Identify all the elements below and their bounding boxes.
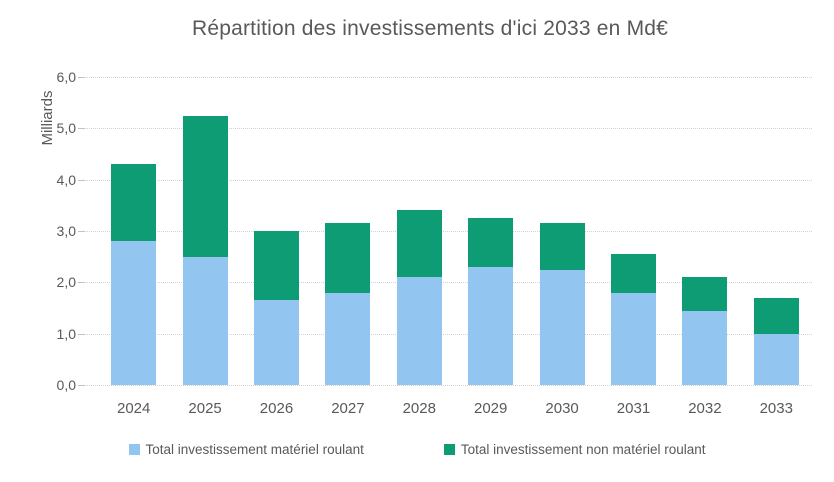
x-tick-label: 2030	[545, 400, 579, 417]
legend-label: Total investissement matériel roulant	[145, 442, 364, 457]
x-tick-label: 2029	[474, 400, 508, 417]
y-axis-tick-mark	[78, 385, 84, 386]
bar-segment	[182, 256, 228, 385]
bar-segment	[111, 241, 157, 385]
x-tick-label: 2028	[402, 400, 436, 417]
chart-title: Répartition des investissements d'ici 20…	[191, 17, 669, 40]
bar-segment	[611, 254, 656, 293]
bar-segment	[254, 231, 299, 301]
y-axis-tick-mark	[78, 333, 84, 335]
bar-segment	[325, 223, 371, 293]
bar-segment	[682, 310, 728, 385]
x-tick-label: 2025	[188, 400, 222, 417]
x-tick-label: 2026	[259, 400, 294, 417]
bar-2028	[396, 210, 442, 385]
legend-label: Total investissement non matériel roulan…	[460, 442, 706, 457]
y-tick-label: 1,0	[56, 325, 76, 342]
gridline	[84, 128, 812, 130]
y-axis-tick-mark	[78, 179, 84, 181]
bar-segment	[396, 210, 442, 278]
bar-segment	[611, 292, 656, 385]
bar-2033	[753, 297, 799, 385]
bar-2032	[682, 277, 728, 385]
bar-segment	[468, 266, 514, 385]
gridline	[84, 333, 812, 335]
legend-item: Total investissement non matériel roulan…	[443, 442, 706, 457]
y-tick-label: 0,0	[56, 377, 76, 393]
bar-segment	[753, 297, 799, 334]
bar-segment	[682, 277, 728, 311]
bar-segment	[182, 115, 228, 257]
legend-item: Total investissement matériel roulant	[128, 442, 364, 457]
y-axis-title: Milliards	[39, 90, 56, 146]
y-tick-label: 2,0	[56, 274, 76, 291]
y-tick-label: 4,0	[56, 171, 76, 188]
gridline	[84, 282, 812, 284]
x-tick-label: 2024	[117, 400, 151, 417]
legend: Total investissement matériel roulant Tot…	[0, 442, 834, 457]
x-tick-label: 2032	[688, 400, 722, 417]
y-tick-label: 3,0	[56, 223, 76, 239]
plot-area	[78, 77, 812, 386]
bar-2025	[182, 115, 228, 385]
gridline	[84, 77, 812, 78]
x-tick-label: 2027	[331, 400, 365, 417]
bar-segment	[396, 277, 442, 385]
gridline	[84, 231, 812, 232]
y-axis-tick-mark	[78, 282, 84, 284]
bar-2031	[611, 254, 656, 385]
bar-segment	[468, 218, 514, 267]
bar-segment	[325, 292, 371, 385]
bar-2024	[111, 164, 157, 385]
y-tick-label: 6,0	[56, 69, 76, 85]
bar-2029	[468, 218, 514, 385]
gridline	[84, 179, 812, 181]
bar-segment	[254, 300, 299, 385]
legend-swatch-icon	[128, 444, 140, 455]
x-tick-label: 2033	[759, 400, 793, 417]
y-axis-tick-mark	[78, 77, 84, 78]
bar-segment	[753, 333, 799, 385]
legend-swatch-icon	[443, 444, 455, 455]
x-tick-label: 2031	[616, 400, 651, 417]
gridline	[84, 385, 812, 386]
bar-2027	[325, 223, 371, 385]
bar-segment	[111, 164, 157, 242]
bar-segment	[539, 223, 585, 270]
bar-2030	[539, 223, 585, 385]
y-axis-tick-mark	[78, 231, 84, 232]
y-tick-label: 5,0	[56, 120, 76, 137]
y-axis-tick-mark	[78, 128, 84, 130]
bar-2026	[254, 231, 299, 385]
bar-segment	[539, 269, 585, 385]
